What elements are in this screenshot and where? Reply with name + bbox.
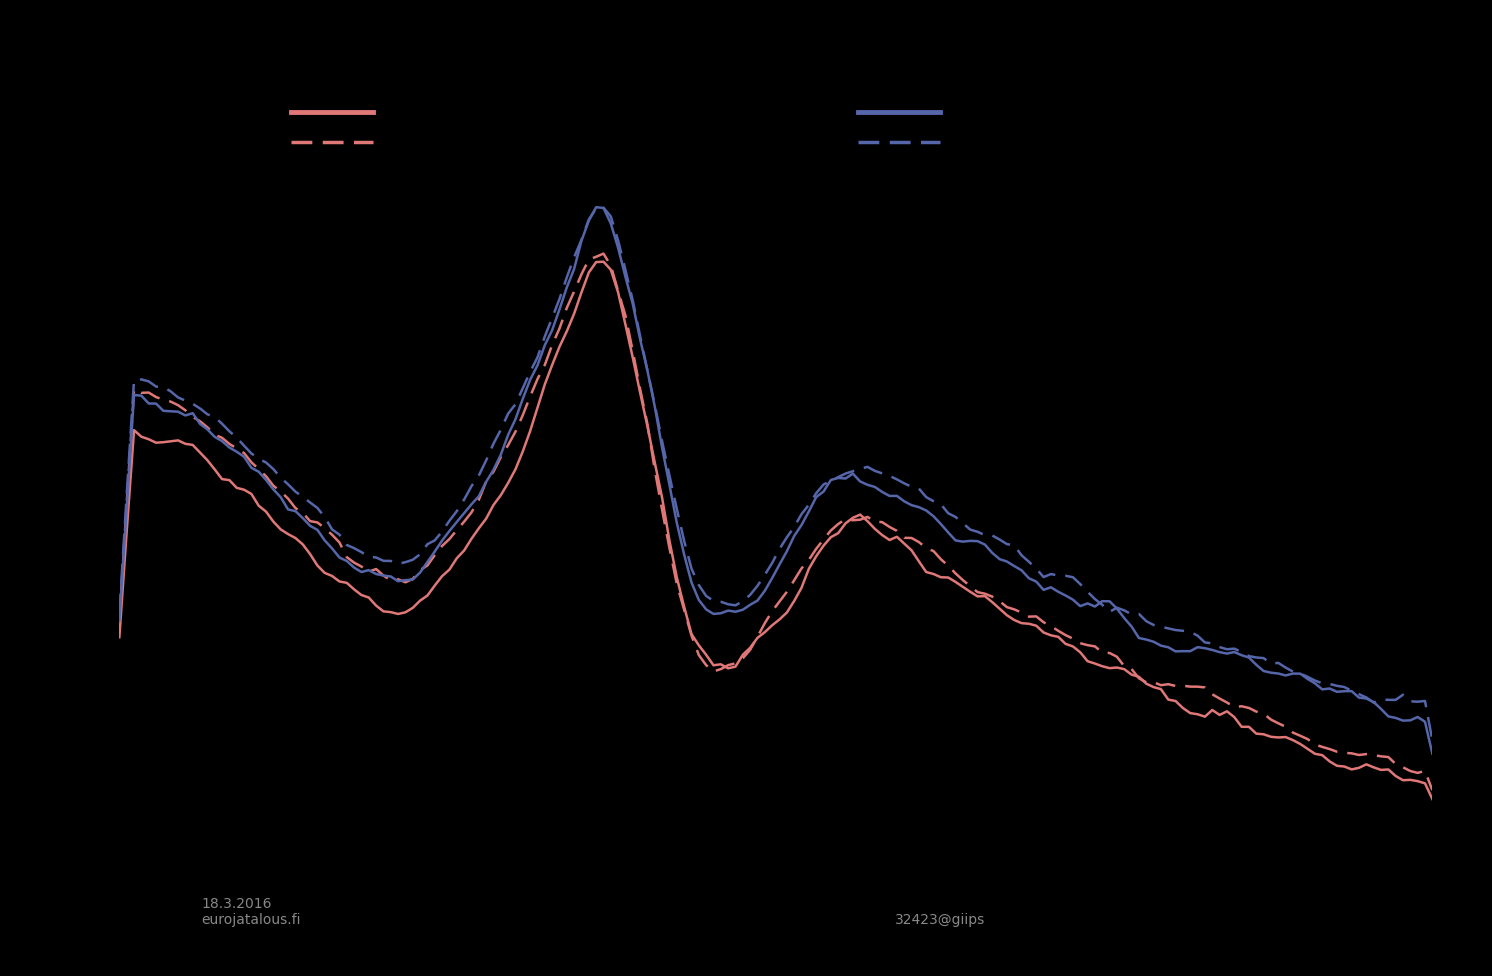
Text: 32423@giips: 32423@giips — [895, 914, 985, 927]
Text: 18.3.2016
eurojatalous.fi: 18.3.2016 eurojatalous.fi — [201, 897, 301, 927]
